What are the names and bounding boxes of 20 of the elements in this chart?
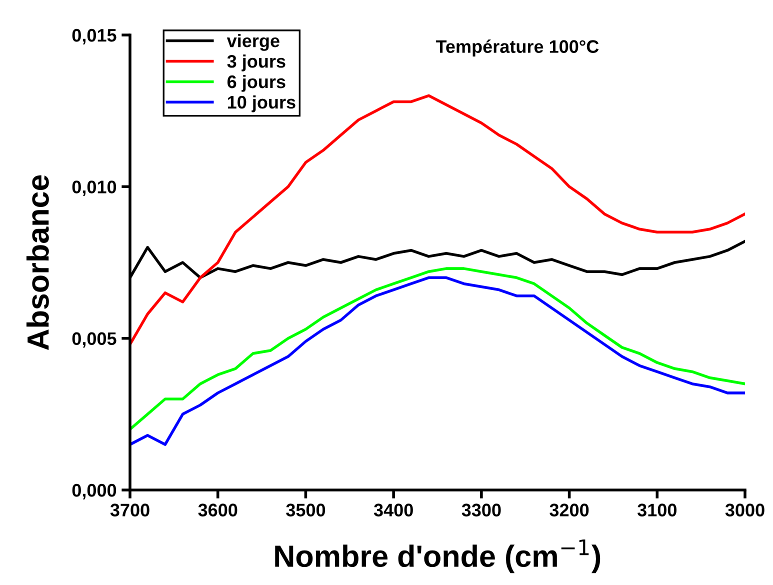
legend-label: 10 jours [228,95,296,112]
x-tick-label: 3100 [637,504,676,516]
line-series [130,94,745,346]
chart-title: Température 100°C [436,40,599,57]
legend-label: vierge [226,34,280,51]
y-tick-label: 0,010 [72,180,116,196]
x-tick-label: 3700 [110,504,150,516]
legend-label: 6 jours [227,74,286,92]
x-axis-title: Nombre d'onde (cm$^{−1}$) [275,539,600,574]
y-axis-title: Absorbance [26,175,49,350]
y-tick-label: 0,005 [72,332,116,348]
y-tick-label: 0,000 [72,484,116,500]
x-tick-label: 3200 [550,504,589,516]
x-tick-label: 3400 [374,504,413,516]
legend-label: 3 jours [227,54,286,72]
x-tick-label: 3500 [286,504,326,516]
x-tick-label: 3600 [198,504,238,516]
x-tick-label: 3000 [725,504,764,516]
y-tick-label: 0,015 [72,28,116,44]
x-tick-label: 3300 [462,504,501,516]
